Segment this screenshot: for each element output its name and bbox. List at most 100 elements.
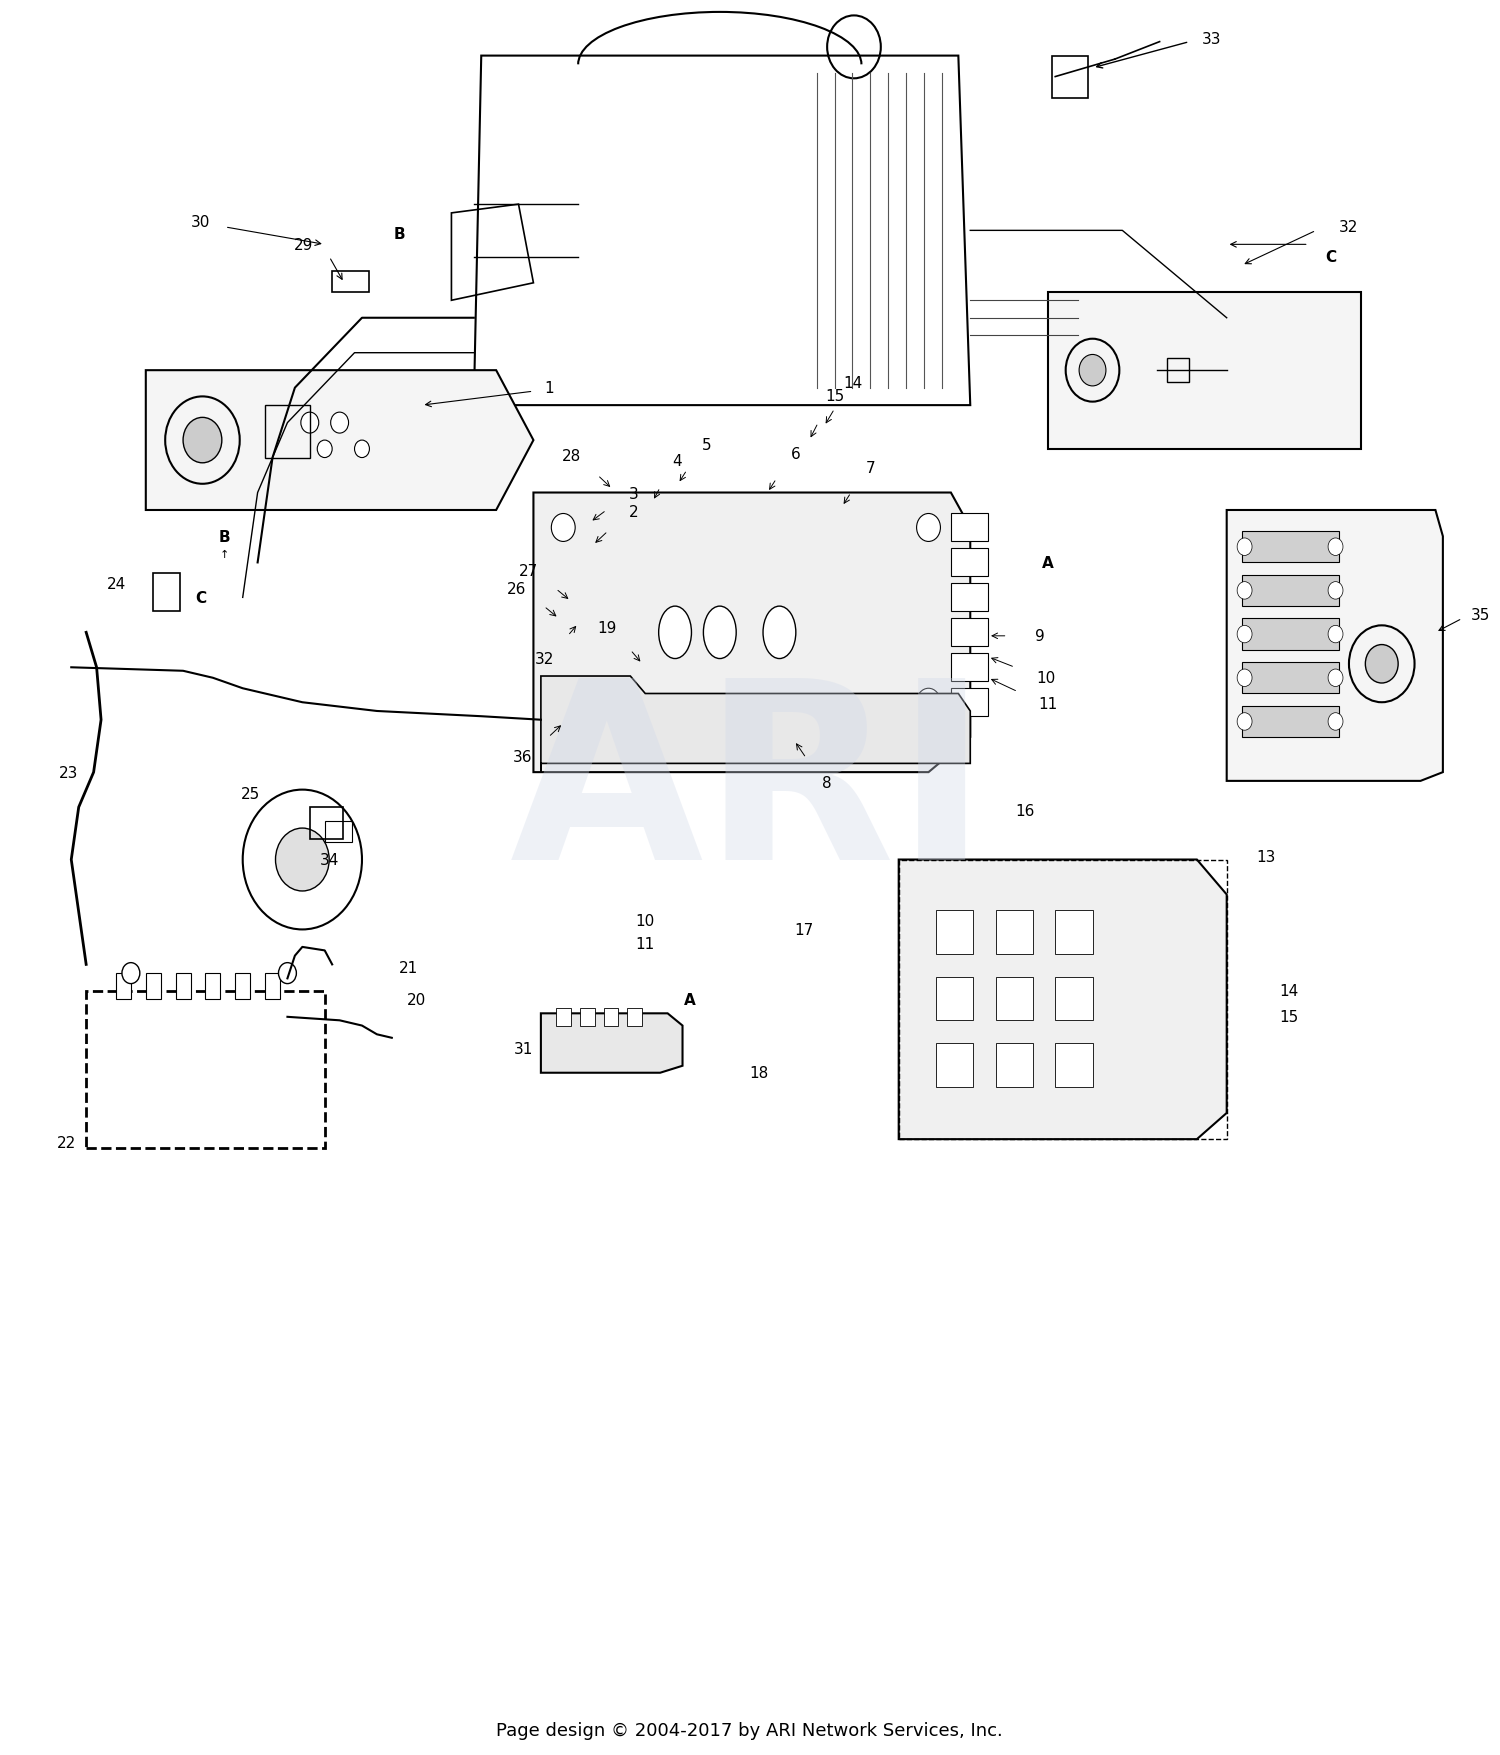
Text: 20: 20 [406, 992, 426, 1007]
Bar [1054, 1044, 1092, 1086]
Text: 24: 24 [106, 577, 126, 591]
Bar [951, 549, 988, 577]
Text: 27: 27 [519, 563, 538, 579]
Bar [1054, 978, 1092, 1021]
Text: 21: 21 [399, 960, 418, 976]
Text: Page design © 2004-2017 by ARI Network Services, Inc.: Page design © 2004-2017 by ARI Network S… [496, 1722, 1004, 1739]
Circle shape [916, 514, 940, 542]
Text: 10: 10 [1036, 670, 1056, 686]
Circle shape [552, 690, 574, 716]
Bar [266, 974, 280, 1000]
Bar [310, 807, 342, 839]
Text: 32: 32 [1338, 219, 1358, 235]
Text: 17: 17 [795, 923, 813, 937]
Bar [146, 974, 160, 1000]
Text: 15: 15 [825, 390, 844, 404]
Text: 7: 7 [865, 460, 876, 476]
Text: 32: 32 [536, 651, 554, 667]
Circle shape [1238, 713, 1252, 730]
Text: 6: 6 [792, 446, 801, 462]
Circle shape [916, 690, 940, 716]
Text: B: B [219, 530, 231, 544]
Text: 16: 16 [1016, 804, 1035, 818]
Bar [996, 911, 1033, 955]
Circle shape [183, 418, 222, 463]
Text: 14: 14 [1280, 983, 1298, 999]
Polygon shape [542, 1014, 682, 1072]
Circle shape [302, 412, 318, 433]
Text: 28: 28 [562, 449, 582, 463]
Text: 9: 9 [1035, 628, 1046, 644]
Polygon shape [1227, 511, 1443, 781]
Text: 26: 26 [507, 581, 526, 597]
Text: 25: 25 [242, 786, 261, 800]
Text: 2: 2 [628, 504, 639, 519]
Bar [951, 620, 988, 648]
Text: B: B [393, 226, 405, 242]
Text: 10: 10 [636, 914, 656, 928]
Bar [1167, 358, 1190, 383]
Text: 30: 30 [190, 216, 210, 230]
Circle shape [1078, 355, 1106, 386]
Text: 1: 1 [544, 381, 554, 397]
Text: 18: 18 [750, 1065, 770, 1081]
Bar [1053, 56, 1088, 98]
Circle shape [1328, 539, 1342, 556]
Text: 29: 29 [294, 237, 314, 253]
Text: 35: 35 [1472, 607, 1491, 623]
Circle shape [279, 963, 297, 985]
Ellipse shape [704, 607, 736, 660]
Bar [236, 974, 250, 1000]
Bar [936, 978, 974, 1021]
Text: A: A [1042, 556, 1053, 570]
Text: 5: 5 [702, 439, 711, 453]
Text: 15: 15 [1280, 1009, 1298, 1025]
Bar [556, 1009, 570, 1027]
Circle shape [1238, 670, 1252, 688]
Circle shape [1238, 583, 1252, 600]
Bar [332, 272, 369, 293]
Text: 23: 23 [60, 765, 78, 781]
Circle shape [318, 441, 332, 458]
Bar [1242, 576, 1338, 607]
Bar [266, 405, 310, 458]
Bar [936, 1044, 974, 1086]
Bar [153, 574, 180, 612]
Polygon shape [898, 860, 1227, 1139]
Bar [206, 974, 220, 1000]
Polygon shape [542, 677, 970, 772]
Polygon shape [534, 493, 970, 772]
Text: 11: 11 [1040, 697, 1058, 711]
Bar [1242, 532, 1338, 563]
Text: C: C [1326, 249, 1336, 265]
Circle shape [330, 412, 348, 433]
Circle shape [1365, 646, 1398, 684]
Text: 14: 14 [844, 376, 862, 391]
Text: 4: 4 [672, 455, 682, 469]
Text: ↑: ↑ [220, 549, 230, 560]
Bar [627, 1009, 642, 1027]
Circle shape [1238, 627, 1252, 644]
Text: 22: 22 [57, 1135, 75, 1151]
Text: ARI: ARI [510, 669, 988, 911]
Bar [603, 1009, 618, 1027]
Bar [324, 821, 351, 842]
Circle shape [276, 828, 328, 892]
Circle shape [552, 514, 574, 542]
Bar [951, 514, 988, 542]
Ellipse shape [658, 607, 692, 660]
Text: 34: 34 [320, 853, 339, 867]
Ellipse shape [764, 607, 796, 660]
Circle shape [122, 963, 140, 985]
Bar [1242, 663, 1338, 693]
Bar [951, 690, 988, 716]
Bar [1048, 293, 1360, 449]
Bar [951, 584, 988, 612]
Circle shape [1328, 583, 1342, 600]
Bar [898, 860, 1227, 1139]
Bar [86, 992, 324, 1148]
Polygon shape [146, 370, 534, 511]
Bar [951, 655, 988, 683]
Bar [1242, 620, 1338, 651]
Text: 19: 19 [597, 621, 616, 635]
